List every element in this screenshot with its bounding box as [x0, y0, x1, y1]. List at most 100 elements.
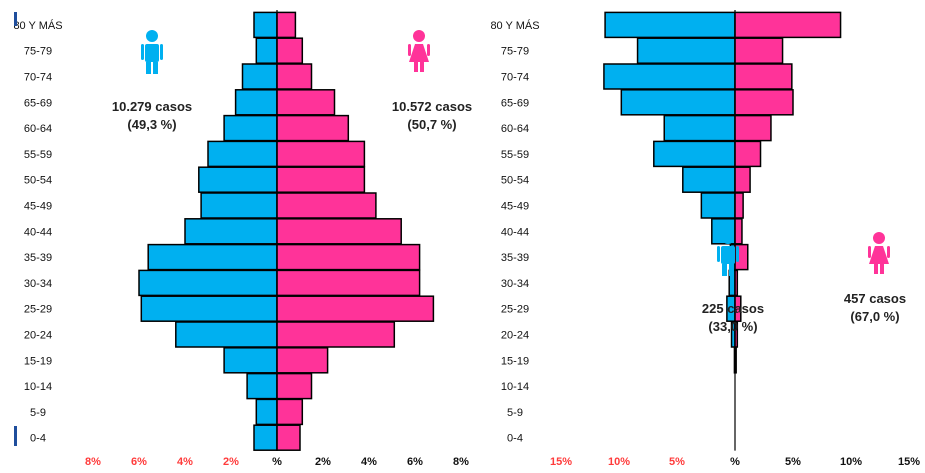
female-bar-6: [276, 269, 421, 297]
age-label-8: 40-44: [24, 226, 52, 238]
age-label-15: 75-79: [24, 46, 52, 58]
female-bar-10: [276, 166, 366, 193]
female-bar-4: [276, 321, 396, 348]
x-tick-label-5: 10%: [840, 456, 862, 468]
female-cases-label: 457 casos: [844, 291, 906, 306]
age-label-11: 55-59: [501, 149, 529, 161]
x-tick-label-5: 2%: [315, 456, 331, 468]
female-cases-label: 10.572 casos: [392, 99, 472, 114]
male-bar-13: [620, 89, 736, 116]
female-bar-14: [276, 63, 313, 90]
male-bar-10: [198, 166, 278, 193]
male-bar-13: [234, 89, 278, 116]
x-tick-label-2: 5%: [669, 456, 685, 468]
x-tick-label-0: 8%: [85, 456, 101, 468]
female-bar-9: [276, 192, 377, 219]
x-tick-label-0: 15%: [550, 456, 572, 468]
x-tick-label-7: 6%: [407, 456, 423, 468]
x-tick-label-1: 6%: [131, 456, 147, 468]
male-percent-label: (49,3 %): [127, 117, 176, 132]
male-bar-0: [253, 424, 278, 451]
male-bar-4: [175, 321, 278, 348]
male-person-icon: [717, 232, 739, 276]
x-tick-label-3: %: [730, 456, 740, 468]
male-bar-15: [636, 37, 736, 64]
age-label-12: 60-64: [501, 123, 529, 135]
age-label-6: 30-34: [501, 278, 529, 290]
female-bar-8: [276, 218, 402, 245]
male-bar-6: [138, 269, 278, 297]
age-label-5: 25-29: [24, 304, 52, 316]
female-bar-15: [276, 37, 304, 64]
male-person-icon: [141, 30, 163, 74]
female-person-icon: [868, 232, 890, 274]
female-bar-1: [276, 398, 304, 426]
female-percent-label: (50,7 %): [407, 117, 456, 132]
age-label-13: 65-69: [24, 97, 52, 109]
age-label-1: 5-9: [30, 407, 46, 419]
x-tick-label-8: 8%: [453, 456, 469, 468]
female-bar-13: [276, 89, 336, 116]
female-bar-14: [734, 63, 793, 90]
female-bar-16: [276, 11, 297, 39]
male-bar-7: [147, 243, 278, 271]
male-bar-8: [184, 218, 278, 245]
x-tick-label-6: 15%: [898, 456, 920, 468]
female-bar-3: [276, 347, 329, 374]
female-bar-9: [734, 192, 744, 219]
age-label-2: 10-14: [24, 381, 52, 393]
age-label-3: 15-19: [501, 355, 529, 367]
female-bar-12: [276, 114, 350, 142]
male-bar-9: [200, 192, 278, 219]
male-cases-label: 10.279 casos: [112, 99, 192, 114]
age-label-15: 75-79: [501, 46, 529, 58]
age-label-3: 15-19: [24, 355, 52, 367]
female-bar-0: [276, 424, 301, 451]
female-bar-11: [734, 140, 762, 168]
age-label-7: 35-39: [24, 252, 52, 264]
age-label-13: 65-69: [501, 97, 529, 109]
male-percent-label: (33,0 %): [708, 319, 757, 334]
male-bar-2: [246, 372, 278, 400]
age-label-9: 45-49: [24, 201, 52, 213]
age-label-8: 40-44: [501, 226, 529, 238]
female-bar-10: [734, 166, 751, 193]
male-bar-12: [223, 114, 278, 142]
x-tick-label-3: 2%: [223, 456, 239, 468]
age-label-10: 50-54: [24, 175, 52, 187]
right-pyramid: 0-4 5-9 10-14 15-19 20-24 25-29 30-34 35-39 40-4…: [490, 10, 920, 468]
female-bar-16: [734, 11, 842, 39]
age-label-6: 30-34: [24, 278, 52, 290]
female-bar-13: [734, 89, 794, 116]
x-tick-label-2: 4%: [177, 456, 193, 468]
age-label-5: 25-29: [501, 304, 529, 316]
age-label-0: 0-4: [507, 433, 523, 445]
male-bar-16: [604, 11, 736, 39]
age-label-1: 5-9: [507, 407, 523, 419]
male-bar-14: [603, 63, 736, 90]
age-label-12: 60-64: [24, 123, 52, 135]
x-tick-label-1: 10%: [608, 456, 630, 468]
x-tick-label-4: %: [272, 456, 282, 468]
age-label-10: 50-54: [501, 175, 529, 187]
age-label-14: 70-74: [24, 72, 52, 84]
female-percent-label: (67,0 %): [850, 309, 899, 324]
age-label-2: 10-14: [501, 381, 529, 393]
male-bar-16: [253, 11, 278, 39]
male-bar-14: [241, 63, 278, 90]
male-bar-11: [207, 140, 278, 168]
age-label-16: 80 Y MÁS: [490, 19, 539, 32]
left-pyramid: 0-4 5-9 10-14 15-19 20-24 25-29 30-34 35-39 40-4…: [13, 10, 472, 468]
x-tick-label-4: 5%: [785, 456, 801, 468]
male-bar-10: [682, 166, 736, 193]
male-bar-15: [255, 37, 278, 64]
female-bar-5: [276, 295, 435, 322]
female-bar-12: [734, 114, 772, 142]
edge-mark-top: [14, 12, 17, 26]
edge-mark-bottom: [14, 426, 17, 446]
male-bar-3: [223, 347, 278, 374]
age-label-16: 80 Y MÁS: [13, 19, 62, 32]
age-label-11: 55-59: [24, 149, 52, 161]
x-tick-label-6: 4%: [361, 456, 377, 468]
